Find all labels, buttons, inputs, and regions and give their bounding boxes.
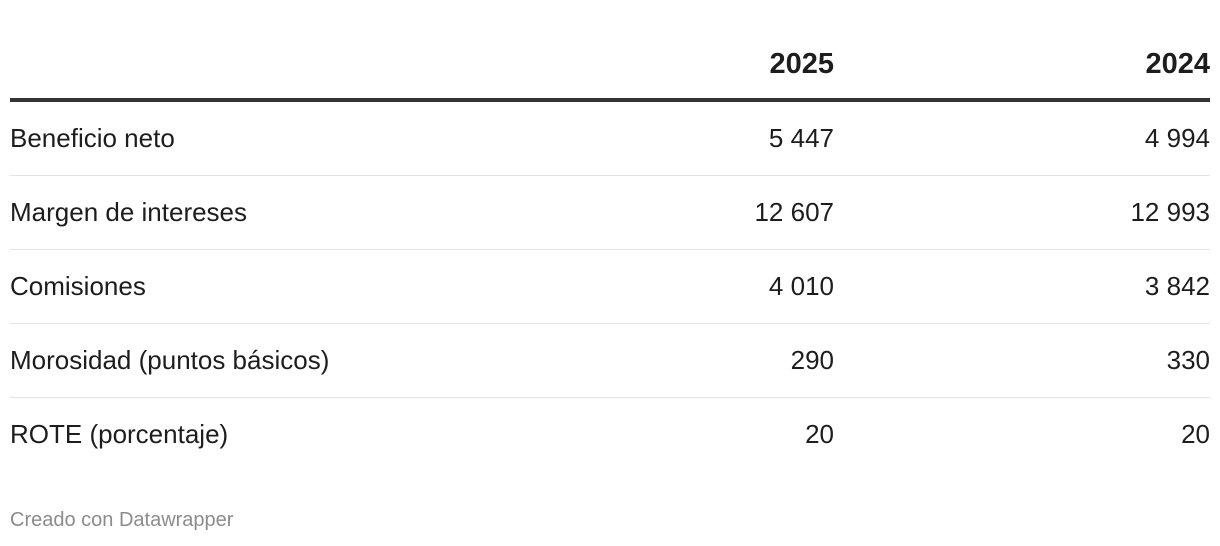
cell: 290 xyxy=(790,345,834,375)
table-row: Comisiones 4 010 3 842 xyxy=(10,250,1210,324)
header-row: 2025 2024 xyxy=(10,30,1210,102)
cell: 330 xyxy=(1166,345,1210,375)
row-label: Morosidad (puntos básicos) xyxy=(10,345,330,375)
cell: 5 447 xyxy=(768,123,834,153)
cell: 12 607 xyxy=(754,197,834,227)
table-row: Morosidad (puntos básicos) 290 330 xyxy=(10,324,1210,398)
cell: 3 842 xyxy=(1144,271,1210,301)
table: 2025 2024 Beneficio neto 5 447 4 994 Margen d… xyxy=(10,30,1210,471)
header-cell: 2025 xyxy=(769,47,834,80)
row-label: Margen de intereses xyxy=(10,197,248,227)
table-row: Beneficio neto 5 447 4 994 xyxy=(10,102,1210,176)
row-label: ROTE (porcentaje) xyxy=(10,419,229,449)
cell: 20 xyxy=(1181,419,1210,449)
footer: Creado con Datawrapper xyxy=(10,509,234,531)
cell: 20 xyxy=(805,419,834,449)
row-label: Comisiones xyxy=(10,271,146,301)
table-row: ROTE (porcentaje) 20 20 xyxy=(10,398,1210,471)
cell: 4 994 xyxy=(1144,123,1210,153)
cell: 4 010 xyxy=(768,271,834,301)
header-cell: 2024 xyxy=(1145,47,1210,80)
table-row: Margen de intereses 12 607 12 993 xyxy=(10,176,1210,250)
cell: 12 993 xyxy=(1130,197,1210,227)
row-label: Beneficio neto xyxy=(10,123,175,153)
